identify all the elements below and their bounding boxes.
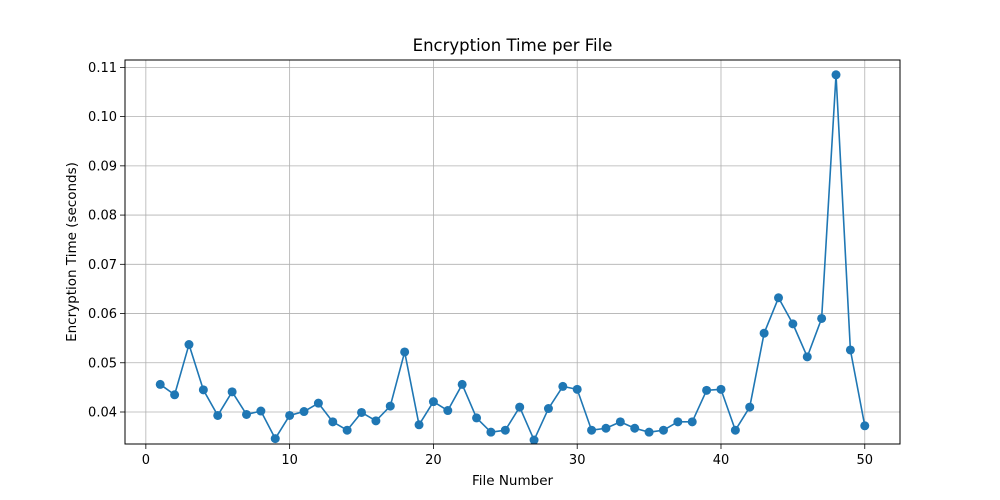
- data-point: [587, 425, 597, 435]
- data-point: [299, 407, 309, 417]
- data-point: [457, 379, 467, 389]
- data-point: [716, 384, 726, 394]
- data-point: [385, 401, 395, 411]
- plot-frame: [124, 59, 901, 445]
- data-point: [184, 340, 194, 350]
- data-point: [400, 347, 410, 357]
- data-point: [328, 417, 338, 427]
- data-point: [845, 345, 855, 355]
- data-point: [486, 427, 496, 437]
- data-point: [515, 402, 525, 412]
- data-point: [357, 407, 367, 417]
- x-axis-title: File Number: [472, 473, 554, 489]
- data-point: [529, 435, 539, 445]
- x-tick-label: 0: [142, 453, 150, 468]
- data-point: [644, 427, 654, 437]
- data-point: [170, 390, 180, 400]
- data-point: [572, 384, 582, 394]
- data-point: [802, 352, 812, 362]
- data-point: [702, 385, 712, 395]
- data-point: [601, 423, 611, 433]
- data-point: [788, 319, 798, 329]
- y-axis-title: Encryption Time (seconds): [64, 162, 80, 342]
- data-point: [371, 416, 381, 426]
- data-point: [285, 410, 295, 420]
- data-point: [673, 417, 683, 427]
- x-tick-label: 40: [713, 453, 730, 468]
- data-point: [558, 381, 568, 391]
- y-tick-label: 0.09: [88, 159, 117, 174]
- y-tick-label: 0.11: [88, 61, 117, 76]
- data-point: [414, 420, 424, 430]
- data-point: [630, 423, 640, 433]
- data-point: [270, 434, 280, 444]
- x-tick-label: 20: [425, 453, 442, 468]
- x-tick-label: 50: [856, 453, 873, 468]
- data-point: [759, 328, 769, 338]
- x-tick-label: 30: [569, 453, 586, 468]
- data-point: [313, 398, 323, 408]
- y-tick-label: 0.06: [88, 307, 117, 322]
- data-point: [774, 293, 784, 303]
- data-point: [198, 385, 208, 395]
- data-point: [500, 425, 510, 435]
- grid-layer: [125, 60, 900, 444]
- data-point: [730, 425, 740, 435]
- data-point: [256, 406, 266, 416]
- x-tick-label: 10: [281, 453, 298, 468]
- data-point: [831, 70, 841, 80]
- data-point: [860, 421, 870, 431]
- data-point: [428, 397, 438, 407]
- data-point: [817, 313, 827, 323]
- data-point: [472, 413, 482, 423]
- y-tick-label: 0.10: [88, 110, 117, 125]
- data-point: [227, 387, 237, 397]
- series-line: [159, 73, 866, 441]
- data-point: [213, 410, 223, 420]
- y-tick-label: 0.07: [88, 258, 117, 273]
- series-layer: [155, 70, 870, 445]
- data-point: [443, 406, 453, 416]
- y-tick-label: 0.04: [88, 406, 117, 421]
- y-tick-label: 0.05: [88, 356, 117, 371]
- data-point: [241, 409, 251, 419]
- ticks-layer: 0 10 20 30 40 50 0.04 0.05 0.06 0.07 0.08 0.09 0.10 0…: [88, 61, 873, 468]
- data-point: [745, 402, 755, 412]
- data-point: [687, 417, 697, 427]
- y-tick-label: 0.08: [88, 209, 117, 224]
- data-point: [658, 425, 668, 435]
- data-point: [342, 425, 352, 435]
- chart-title: Encryption Time per File: [413, 36, 613, 55]
- data-point: [155, 379, 165, 389]
- data-point: [543, 404, 553, 414]
- data-point: [615, 417, 625, 427]
